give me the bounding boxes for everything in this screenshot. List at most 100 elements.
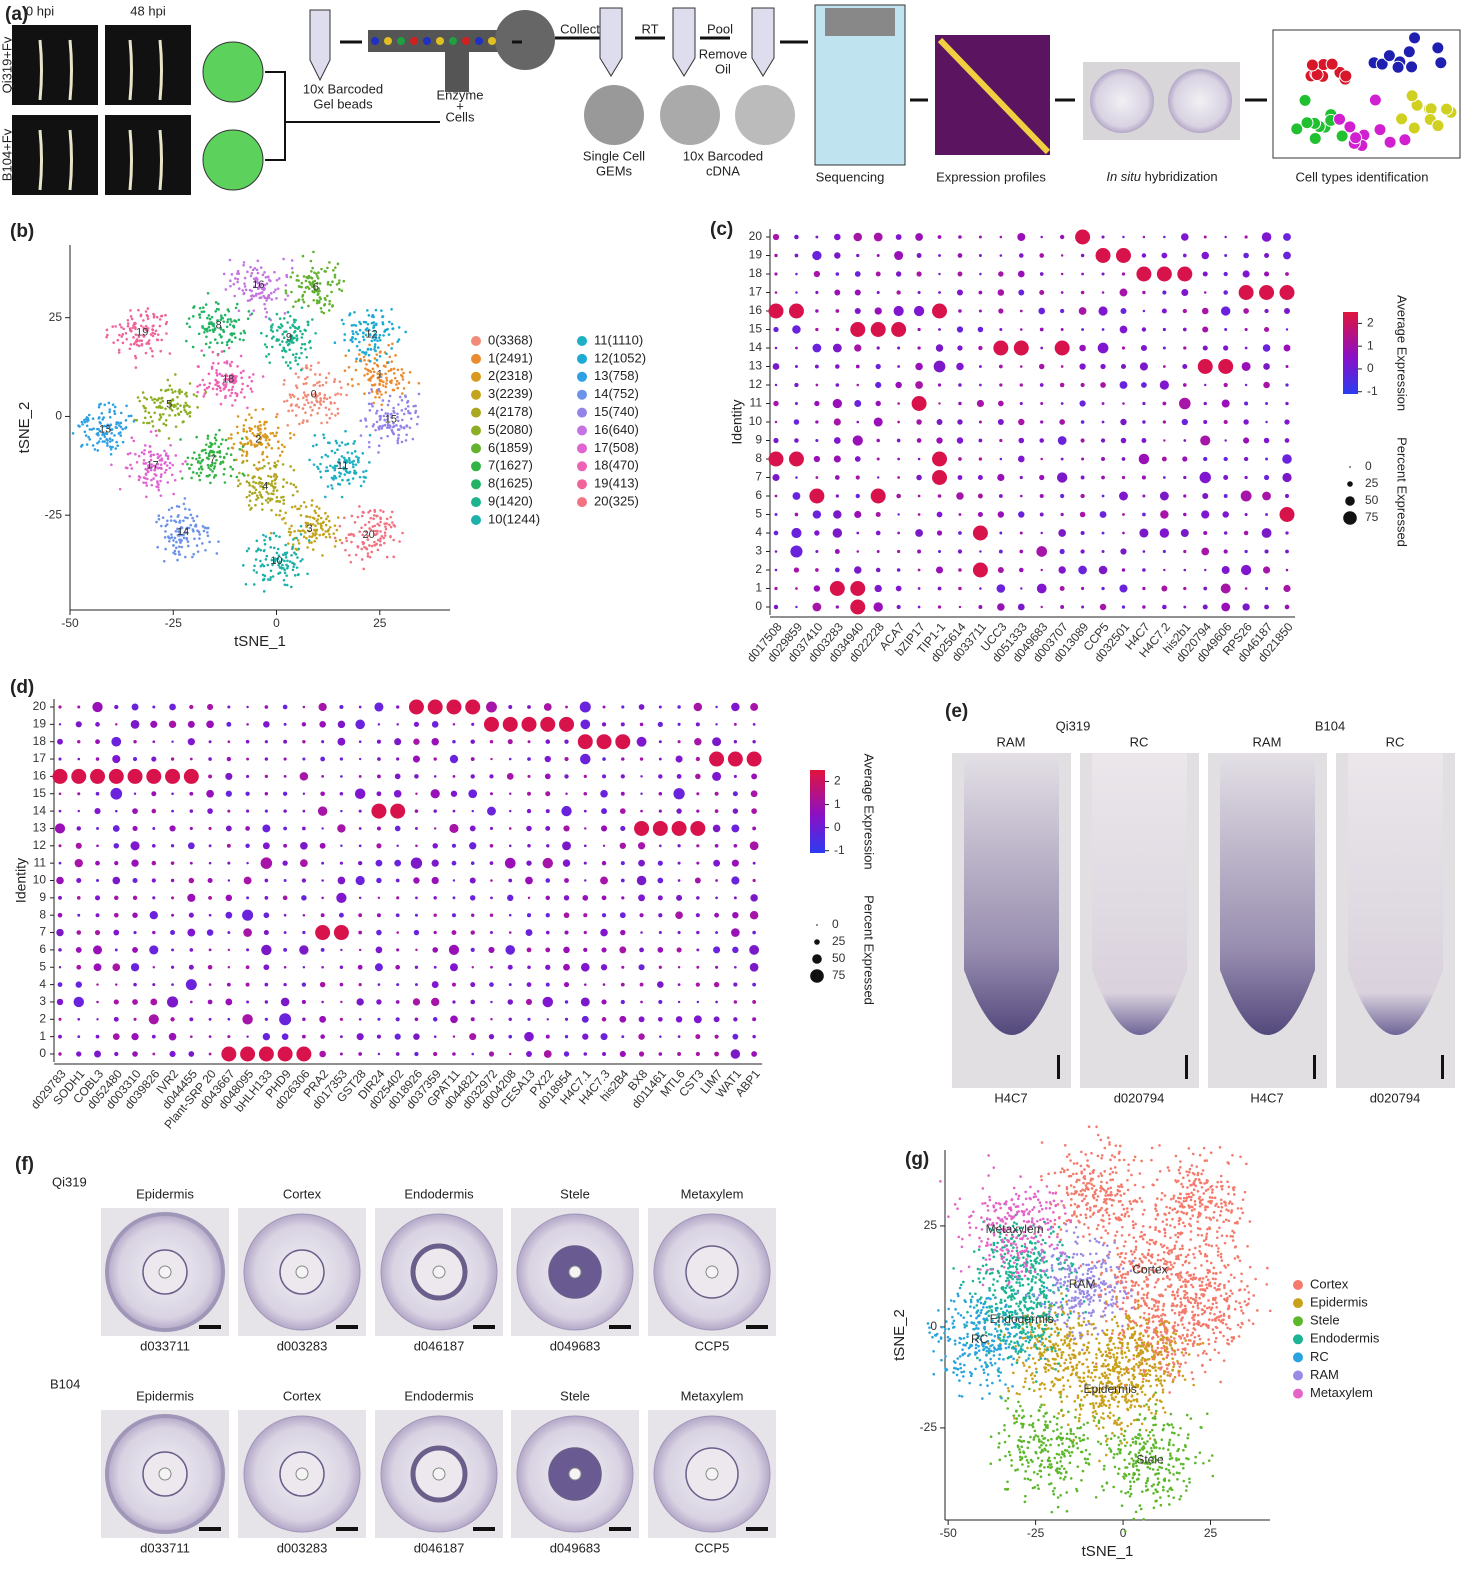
cell-dot (1170, 1251, 1173, 1254)
cell-dot (311, 499, 314, 502)
cell-dot (328, 372, 331, 375)
cell-dot (268, 444, 271, 447)
cell-dot (284, 289, 287, 292)
cell-dot (1241, 1322, 1244, 1325)
cell-dot (1034, 1375, 1037, 1378)
cell-dot (1143, 1312, 1146, 1315)
cell-dot (392, 539, 395, 542)
cluster-label: 5 (166, 398, 172, 410)
cell-dot (359, 359, 362, 362)
cell-dot (1113, 1213, 1116, 1216)
cell-dot (202, 306, 205, 309)
cell-dot (306, 376, 309, 379)
cell-dot (87, 436, 90, 439)
legend-swatch (1293, 1298, 1303, 1308)
cell-dot (86, 416, 89, 419)
cell-dot (1196, 1304, 1199, 1307)
cell-dot (1116, 1356, 1119, 1359)
cell-dot (1090, 1152, 1093, 1155)
cell-dot (378, 415, 381, 418)
cell-dot (1202, 1323, 1205, 1326)
cell-dot (1178, 1201, 1181, 1204)
legend-swatch (471, 408, 481, 418)
cell-dot (1164, 1194, 1167, 1197)
cell-dot (1174, 1179, 1177, 1182)
cell-dot (1151, 1308, 1154, 1311)
cell-dot (1175, 1457, 1178, 1460)
cell-dot (1212, 1272, 1215, 1275)
cell-dot (1160, 1243, 1163, 1246)
cell-dot (1206, 1307, 1209, 1310)
cell-dot (1187, 1204, 1190, 1207)
cell-dot (1183, 1296, 1186, 1299)
cell-dot (212, 351, 215, 354)
cell-dot (1248, 1319, 1251, 1322)
legend-swatch (577, 443, 587, 453)
cell-dot (298, 542, 301, 545)
cell-dot (1107, 1400, 1110, 1403)
cell-dot (355, 369, 358, 372)
cell-dot (1157, 1259, 1160, 1262)
cell-dot (1066, 1155, 1069, 1158)
cell-dot (314, 525, 317, 528)
cell-dot (1149, 1467, 1152, 1470)
cell-dot (1197, 1190, 1200, 1193)
cell-dot (129, 309, 132, 312)
cell-dot (169, 352, 172, 355)
cell-dot (263, 271, 266, 274)
legend-swatch (577, 354, 587, 364)
cell-dot (1103, 1201, 1106, 1204)
cell-dot (342, 280, 345, 283)
cell-dot (347, 383, 350, 386)
cell-dot (354, 450, 357, 453)
cell-dot (1150, 1447, 1153, 1450)
cell-dot (1168, 1249, 1171, 1252)
cell-dot (1129, 1406, 1132, 1409)
cell-dot (327, 283, 330, 286)
cell-dot (241, 437, 244, 440)
cell-dot (1081, 1363, 1084, 1366)
cell-dot (1132, 1326, 1135, 1329)
cell-dot (1160, 1347, 1163, 1350)
cell-dot (1115, 1363, 1118, 1366)
cell-dot (1127, 1271, 1130, 1274)
cell-icon (1374, 124, 1386, 136)
cell-dot (265, 316, 268, 319)
cell-dot (1087, 1188, 1090, 1191)
cell-dot (121, 333, 124, 336)
cell-dot (180, 410, 183, 413)
cell-dot (253, 464, 256, 467)
cell-dot (334, 537, 337, 540)
cell-dot (181, 463, 184, 466)
cell-dot (245, 451, 248, 454)
cell-dot (1146, 1285, 1149, 1288)
cell-dot (297, 406, 300, 409)
cell-dot (1173, 1337, 1176, 1340)
cell-dot (1136, 1398, 1139, 1401)
cell-dot (1182, 1334, 1185, 1337)
cell-dot (343, 333, 346, 336)
cell-dot (1029, 1331, 1032, 1334)
cell-dot (1034, 1430, 1037, 1433)
cell-dot (214, 442, 217, 445)
cell-dot (313, 509, 316, 512)
cell-dot (249, 266, 252, 269)
cell-dot (368, 446, 371, 449)
cell-dot (1186, 1414, 1189, 1417)
cell-dot (272, 575, 275, 578)
cell-dot (303, 501, 306, 504)
cell-dot (271, 480, 274, 483)
cell-dot (1038, 1388, 1041, 1391)
cell-dot (125, 466, 128, 469)
cell-dot (195, 436, 198, 439)
cell-dot (1220, 1256, 1223, 1259)
cell-dot (1077, 1317, 1080, 1320)
cell-dot (1224, 1242, 1227, 1245)
cell-dot (158, 429, 161, 432)
cell-dot (325, 518, 328, 521)
cell-dot (1162, 1258, 1165, 1261)
cell-dot (311, 267, 314, 270)
cell-dot (1208, 1343, 1211, 1346)
cell-dot (1162, 1447, 1165, 1450)
cell-dot (1157, 1305, 1160, 1308)
